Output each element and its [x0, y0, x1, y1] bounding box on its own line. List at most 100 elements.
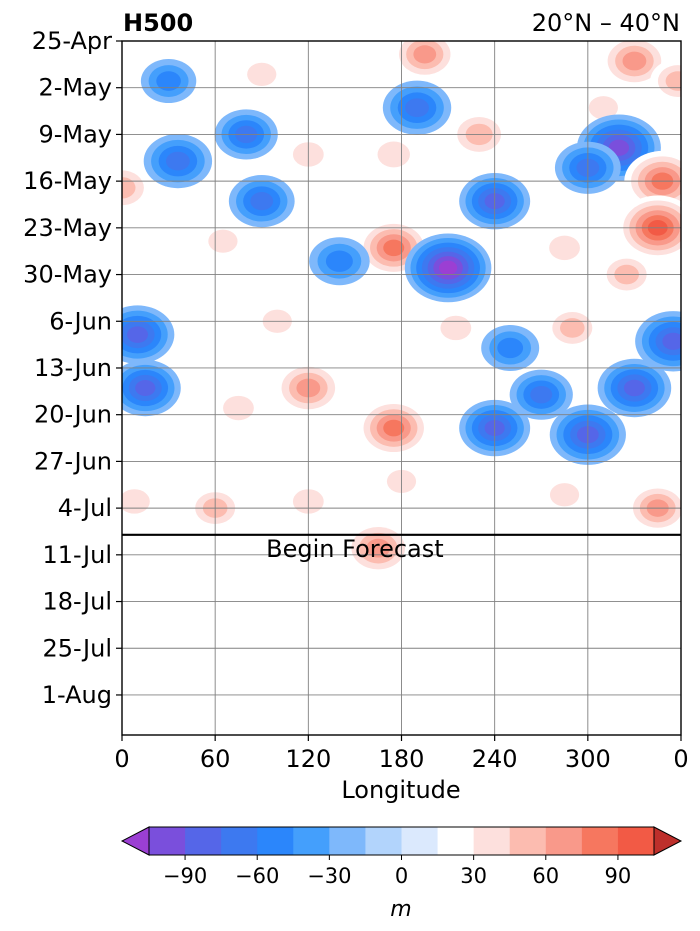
y-tick-label: 2-May: [38, 74, 112, 102]
anomaly-feature: [650, 59, 681, 104]
y-tick-label: 9-May: [38, 120, 112, 148]
colorbar-extend-max: [653, 826, 683, 856]
anomaly-feature: [367, 133, 421, 176]
colorbar-swatch: [221, 827, 258, 855]
anomaly-contour: [247, 62, 277, 86]
anomaly-feature: [122, 305, 175, 364]
colorbar-tick-label: 0: [395, 864, 408, 888]
colorbar-swatch: [545, 827, 583, 855]
anomaly-contour: [383, 419, 405, 437]
anomaly-feature: [199, 222, 247, 261]
anomaly-feature: [391, 41, 458, 81]
anomaly-feature: [539, 227, 590, 268]
x-tick-label: 0: [114, 745, 129, 773]
colorbar-swatch: [617, 827, 655, 855]
anomaly-contour: [440, 315, 472, 341]
x-tick-label: 60: [200, 745, 231, 773]
anomaly-feature: [140, 59, 197, 104]
colorbar-swatch: [185, 827, 222, 855]
colorbar-tick-label: 30: [460, 864, 487, 888]
colorbar-tick-label: −90: [163, 864, 207, 888]
y-tick-label: 27-Jun: [34, 447, 112, 475]
colorbar-swatch: [401, 827, 438, 855]
anomaly-feature: [356, 398, 431, 458]
x-tick-label: 0: [673, 745, 688, 773]
anomaly-field: [122, 41, 681, 620]
colorbar-swatch: [509, 827, 547, 855]
anomaly-contour: [643, 577, 681, 613]
x-axis-label: Longitude: [341, 776, 460, 804]
anomaly-contour: [413, 45, 437, 64]
colorbar-swatch: [149, 827, 186, 855]
y-tick-label: 1-Aug: [42, 681, 112, 709]
y-tick-label: 23-May: [23, 214, 112, 242]
anomaly-contour: [549, 483, 580, 507]
anomaly-feature: [643, 577, 681, 613]
x-tick-label: 300: [565, 745, 611, 773]
anomaly-contour: [325, 250, 353, 272]
anomaly-feature: [509, 369, 573, 420]
colorbar-tick-label: −30: [307, 864, 351, 888]
y-tick-label: 4-Jul: [58, 494, 112, 522]
anomaly-feature: [122, 359, 181, 417]
anomaly-contour: [250, 192, 274, 211]
y-tick-label: 25-Jul: [43, 634, 113, 662]
anomaly-contour: [560, 318, 585, 338]
anomaly-feature: [540, 475, 589, 514]
colorbar-tick-label: 90: [605, 864, 632, 888]
colorbar-extend-min: [120, 826, 150, 856]
anomaly-contour: [377, 141, 410, 168]
anomaly-feature: [597, 358, 672, 418]
x-tick-label: 120: [285, 745, 331, 773]
anomaly-feature: [430, 308, 481, 348]
anomaly-contour: [405, 98, 429, 118]
colorbar: −90 −60 −30 0 30 60 90: [120, 826, 683, 888]
anomaly-feature: [237, 55, 286, 94]
anomaly-contour: [665, 71, 681, 91]
colorbar-swatch: [581, 827, 619, 855]
colorbar-swatch: [257, 827, 294, 855]
anomaly-contour: [552, 559, 593, 591]
anomaly-contour: [366, 538, 391, 558]
colorbar-swatch: [365, 827, 402, 855]
anomaly-contour: [623, 379, 645, 397]
anomaly-feature: [122, 163, 153, 212]
anomaly-contour: [530, 385, 553, 404]
y-tick-label: 25-Apr: [32, 27, 112, 55]
chart-title-right: 20°N – 40°N: [532, 9, 680, 37]
y-tick-label: 13-Jun: [34, 354, 112, 382]
anomaly-feature: [228, 175, 295, 228]
anomaly-feature: [143, 134, 213, 189]
anomaly-contour: [223, 395, 254, 421]
x-tick-label: 180: [379, 745, 425, 773]
colorbar-unit-label: m: [390, 897, 411, 922]
y-tick-label: 6-Jun: [49, 307, 112, 335]
anomaly-contour: [135, 380, 156, 396]
y-tick-label: 18-Jul: [43, 588, 113, 616]
anomaly-feature: [600, 41, 669, 89]
x-axis-ticks: 0 60 120 180 240 300 0: [114, 735, 689, 773]
anomaly-feature: [279, 551, 322, 585]
anomaly-contour: [279, 551, 322, 585]
anomaly-contour: [122, 489, 150, 514]
anomaly-contour: [127, 326, 149, 343]
chart-title-left: H500: [123, 9, 193, 37]
anomaly-contour: [497, 337, 524, 359]
colorbar-swatch: [293, 827, 330, 855]
anomaly-contour: [383, 239, 405, 257]
anomaly-feature: [635, 311, 681, 372]
y-tick-label: 30-May: [23, 261, 112, 289]
anomaly-feature: [544, 305, 601, 350]
anomaly-contour: [588, 96, 618, 120]
y-tick-label: 11-Jul: [43, 541, 113, 569]
anomaly-feature: [552, 559, 593, 591]
anomaly-contour: [166, 151, 190, 171]
x-tick-label: 240: [472, 745, 518, 773]
anomaly-contour: [208, 229, 238, 253]
anomaly-contour: [662, 332, 681, 350]
colorbar-swatch: [329, 827, 366, 855]
anomaly-feature: [213, 388, 264, 428]
colorbar-swatch: [437, 827, 475, 855]
anomaly-feature: [122, 481, 160, 522]
